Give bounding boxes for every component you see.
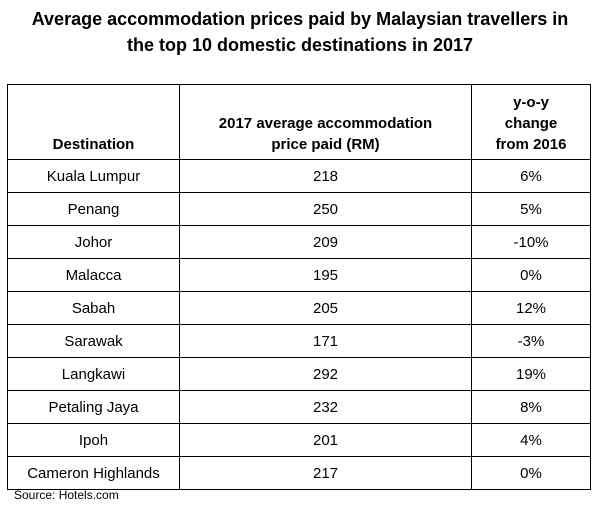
table-header-row: Destination 2017 average accommodation p… <box>7 84 591 160</box>
cell-price: 171 <box>179 324 472 358</box>
header-yoy-line-1: y-o-y <box>513 94 549 111</box>
table-row: Ipoh 201 4% <box>7 423 591 457</box>
cell-price: 218 <box>179 159 472 193</box>
table-row: Petaling Jaya 232 8% <box>7 390 591 424</box>
cell-price: 195 <box>179 258 472 292</box>
table-row: Kuala Lumpur 218 6% <box>7 159 591 193</box>
table-row: Malacca 195 0% <box>7 258 591 292</box>
cell-yoy-change: 12% <box>471 291 591 325</box>
cell-destination: Malacca <box>7 258 180 292</box>
cell-yoy-change: 0% <box>471 456 591 490</box>
header-price-line-2: price paid (RM) <box>271 136 380 153</box>
cell-destination: Petaling Jaya <box>7 390 180 424</box>
source-note: Source: Hotels.com <box>14 488 119 502</box>
table-row: Langkawi 292 19% <box>7 357 591 391</box>
cell-price: 217 <box>179 456 472 490</box>
cell-price: 205 <box>179 291 472 325</box>
cell-yoy-change: -3% <box>471 324 591 358</box>
cell-yoy-change: -10% <box>471 225 591 259</box>
cell-price: 250 <box>179 192 472 226</box>
header-destination-line-1: Destination <box>52 136 135 153</box>
cell-destination: Kuala Lumpur <box>7 159 180 193</box>
cell-price: 209 <box>179 225 472 259</box>
table-row: Sarawak 171 -3% <box>7 324 591 358</box>
cell-price: 201 <box>179 423 472 457</box>
table-row: Sabah 205 12% <box>7 291 591 325</box>
table-row: Johor 209 -10% <box>7 225 591 259</box>
header-yoy-line-2: change <box>504 115 558 132</box>
cell-destination: Ipoh <box>7 423 180 457</box>
chart-title-line-2: the top 10 domestic destinations in 2017 <box>126 35 474 55</box>
cell-yoy-change: 6% <box>471 159 591 193</box>
header-price-line-1: 2017 average accommodation <box>218 115 433 132</box>
header-price: 2017 average accommodation price paid (R… <box>179 84 472 160</box>
table-row: Cameron Highlands 217 0% <box>7 456 591 490</box>
cell-destination: Johor <box>7 225 180 259</box>
cell-destination: Cameron Highlands <box>7 456 180 490</box>
data-table: Destination 2017 average accommodation p… <box>7 84 591 490</box>
header-destination: Destination <box>7 84 180 160</box>
cell-yoy-change: 4% <box>471 423 591 457</box>
cell-price: 232 <box>179 390 472 424</box>
table-row: Penang 250 5% <box>7 192 591 226</box>
data-table-container: Destination 2017 average accommodation p… <box>7 84 591 490</box>
cell-yoy-change: 5% <box>471 192 591 226</box>
chart-title-line-1: Average accommodation prices paid by Mal… <box>31 9 569 29</box>
cell-destination: Sarawak <box>7 324 180 358</box>
header-yoy-change: y-o-y change from 2016 <box>471 84 591 160</box>
cell-price: 292 <box>179 357 472 391</box>
cell-yoy-change: 0% <box>471 258 591 292</box>
table-body: Kuala Lumpur 218 6% Penang 250 5% Johor … <box>7 159 591 490</box>
cell-destination: Langkawi <box>7 357 180 391</box>
header-yoy-line-3: from 2016 <box>495 136 567 153</box>
cell-yoy-change: 8% <box>471 390 591 424</box>
chart-title: Average accommodation prices paid by Mal… <box>0 6 600 58</box>
cell-destination: Penang <box>7 192 180 226</box>
cell-yoy-change: 19% <box>471 357 591 391</box>
cell-destination: Sabah <box>7 291 180 325</box>
